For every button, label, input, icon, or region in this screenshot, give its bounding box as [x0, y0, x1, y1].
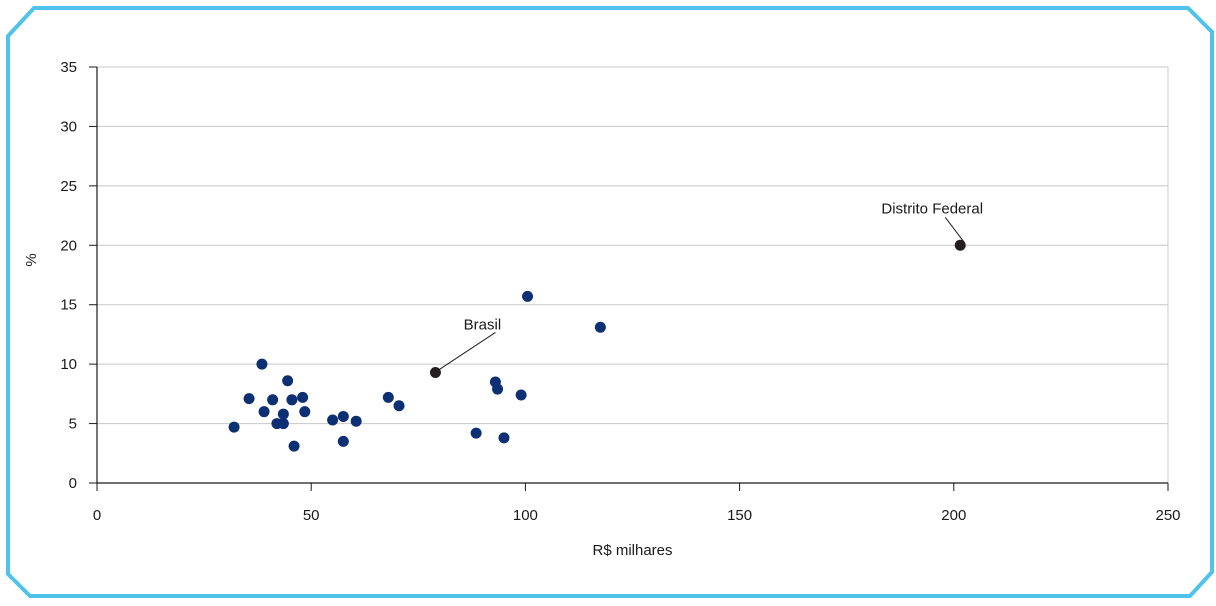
x-tick-label: 250 — [1155, 507, 1180, 524]
data-point — [267, 394, 279, 406]
data-point — [498, 432, 510, 444]
data-point — [288, 440, 300, 452]
data-point — [286, 394, 298, 406]
x-tick-label: 100 — [513, 507, 538, 524]
y-tick-label: 5 — [69, 416, 77, 433]
data-point — [492, 383, 504, 395]
data-point — [277, 418, 289, 430]
data-point — [382, 391, 394, 403]
data-point — [393, 400, 405, 412]
annotation-leader-line — [944, 216, 965, 243]
axes — [89, 66, 1169, 491]
x-axis-title: R$ milhares — [592, 542, 672, 559]
y-tick-label: 30 — [60, 118, 77, 135]
data-point — [297, 391, 309, 403]
data-point — [256, 358, 268, 370]
data-point — [350, 415, 362, 427]
x-tick-label: 50 — [303, 507, 320, 524]
y-tick-label: 25 — [60, 178, 77, 195]
x-tick-label: 150 — [727, 507, 752, 524]
data-point — [470, 427, 482, 439]
y-tick-label: 35 — [60, 59, 77, 76]
data-point — [282, 375, 294, 387]
y-axis-title: % — [23, 253, 40, 266]
y-tick-label: 20 — [60, 237, 77, 254]
annotations: Brasil Distrito Federal — [439, 200, 983, 370]
y-tick-label: 15 — [60, 297, 77, 314]
annotation-label: Brasil — [464, 316, 502, 333]
tick-labels: 0 5 10 15 20 25 30 35 0 50 100 150 200 250 — [60, 59, 1180, 524]
grid-lines — [97, 66, 1169, 483]
data-point — [515, 389, 527, 401]
data-point — [243, 393, 255, 405]
y-tick-label: 0 — [69, 475, 77, 492]
x-tick-label: 200 — [941, 507, 966, 524]
annotation-label: Distrito Federal — [881, 200, 983, 217]
data-point — [228, 421, 240, 433]
chart-frame — [6, 6, 1214, 598]
data-point — [299, 406, 311, 418]
data-point — [337, 410, 349, 422]
data-point — [258, 406, 270, 418]
data-point — [594, 321, 606, 333]
data-point — [327, 414, 339, 426]
data-point — [337, 435, 349, 447]
highlight-point — [429, 366, 441, 378]
highlight-point — [954, 239, 966, 251]
data-points — [228, 239, 966, 452]
y-tick-label: 10 — [60, 356, 77, 373]
x-tick-label: 0 — [93, 507, 101, 524]
data-point — [277, 408, 289, 420]
data-point — [522, 290, 534, 302]
annotation-leader-line — [439, 332, 496, 370]
